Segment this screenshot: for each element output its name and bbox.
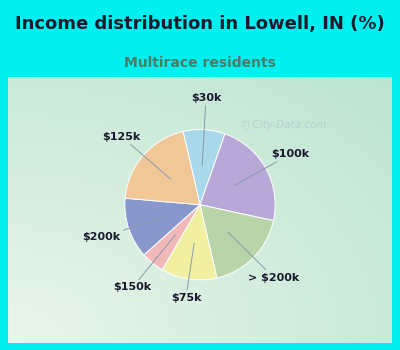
Text: $200k: $200k	[82, 217, 163, 243]
Wedge shape	[125, 198, 200, 255]
Wedge shape	[183, 130, 225, 205]
Wedge shape	[200, 134, 275, 220]
Wedge shape	[200, 205, 274, 278]
Text: ⓘ City-Data.com: ⓘ City-Data.com	[243, 120, 326, 130]
Wedge shape	[144, 205, 200, 270]
Text: Income distribution in Lowell, IN (%): Income distribution in Lowell, IN (%)	[15, 15, 385, 33]
Text: > $200k: > $200k	[228, 232, 300, 282]
Text: $75k: $75k	[171, 243, 201, 303]
Text: $30k: $30k	[191, 93, 221, 166]
Text: $100k: $100k	[234, 149, 310, 186]
Wedge shape	[125, 132, 200, 205]
Text: $125k: $125k	[103, 132, 170, 179]
Text: Multirace residents: Multirace residents	[124, 56, 276, 70]
Wedge shape	[162, 205, 217, 280]
Text: $150k: $150k	[114, 235, 175, 293]
